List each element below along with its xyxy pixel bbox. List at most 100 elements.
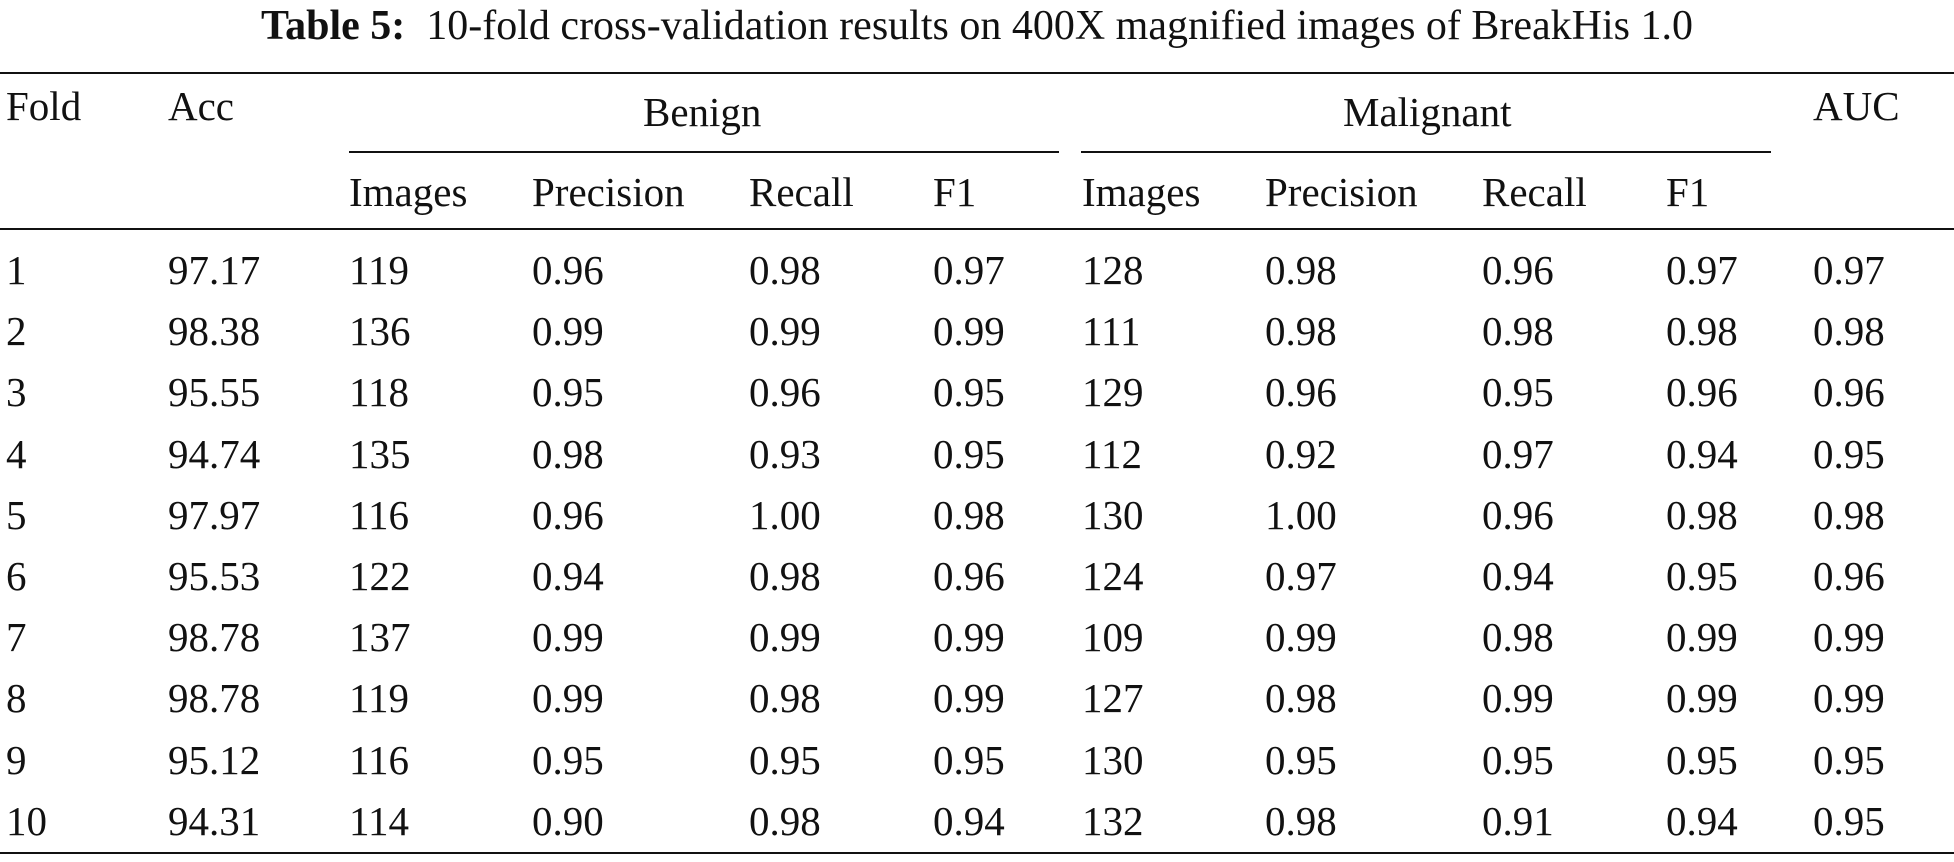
cell-benign-images: 119 [349,675,409,721]
cell-auc: 0.98 [1813,308,1885,354]
cell-malignant-images: 124 [1082,553,1144,599]
cell-fold: 10 [6,798,47,844]
cell-benign-f1: 0.94 [933,798,1005,844]
cell-fold: 9 [6,737,27,783]
cell-malignant-recall: 0.95 [1482,737,1554,783]
cell-benign-f1: 0.99 [933,614,1005,660]
cell-acc: 98.38 [168,308,261,354]
cell-malignant-f1: 0.97 [1666,247,1738,293]
table-caption-text: 10-fold cross-validation results on 400X… [426,3,1694,49]
cell-malignant-precision: 0.98 [1265,798,1337,844]
cell-benign-recall: 0.98 [749,675,821,721]
cell-auc: 0.96 [1813,369,1885,415]
table-caption: Table 5: 10-fold cross-validation result… [0,2,1954,50]
cell-malignant-recall: 0.99 [1482,675,1554,721]
cell-acc: 94.31 [168,798,261,844]
cell-auc: 0.95 [1813,431,1885,477]
cell-malignant-f1: 0.94 [1666,798,1738,844]
header-benign: Benign [643,89,762,135]
cell-benign-precision: 0.98 [532,431,604,477]
cell-auc: 0.96 [1813,553,1885,599]
cell-acc: 97.97 [168,492,261,538]
cell-acc: 94.74 [168,431,261,477]
cell-benign-recall: 0.99 [749,308,821,354]
cell-malignant-precision: 0.98 [1265,247,1337,293]
cell-malignant-images: 130 [1082,492,1144,538]
cell-auc: 0.95 [1813,798,1885,844]
cell-benign-f1: 0.99 [933,308,1005,354]
cell-fold: 1 [6,247,27,293]
cell-fold: 3 [6,369,27,415]
cell-malignant-precision: 0.98 [1265,675,1337,721]
cell-malignant-f1: 0.96 [1666,369,1738,415]
cell-malignant-recall: 0.96 [1482,247,1554,293]
cell-benign-precision: 0.95 [532,737,604,783]
cell-benign-images: 114 [349,798,409,844]
cell-benign-recall: 0.95 [749,737,821,783]
cell-benign-recall: 0.98 [749,247,821,293]
cell-malignant-recall: 0.98 [1482,614,1554,660]
cell-benign-precision: 0.90 [532,798,604,844]
cell-malignant-f1: 0.98 [1666,492,1738,538]
cell-benign-precision: 0.99 [532,308,604,354]
cell-malignant-images: 127 [1082,675,1144,721]
cell-malignant-precision: 0.97 [1265,553,1337,599]
header-fold: Fold [6,83,82,129]
cell-benign-recall: 0.93 [749,431,821,477]
cell-auc: 0.99 [1813,675,1885,721]
header-malignant: Malignant [1343,89,1512,135]
cell-malignant-images: 128 [1082,247,1144,293]
cell-acc: 95.55 [168,369,261,415]
cell-benign-f1: 0.98 [933,492,1005,538]
cell-malignant-images: 112 [1082,431,1142,477]
cell-benign-recall: 0.98 [749,553,821,599]
cell-fold: 2 [6,308,27,354]
cell-malignant-precision: 0.92 [1265,431,1337,477]
cell-benign-recall: 1.00 [749,492,821,538]
header-acc: Acc [168,83,235,129]
cell-malignant-f1: 0.95 [1666,553,1738,599]
cell-malignant-recall: 0.96 [1482,492,1554,538]
cell-benign-precision: 0.99 [532,614,604,660]
cell-benign-images: 135 [349,431,411,477]
cell-auc: 0.97 [1813,247,1885,293]
cell-benign-recall: 0.99 [749,614,821,660]
cell-auc: 0.95 [1813,737,1885,783]
cell-malignant-images: 111 [1082,308,1141,354]
cell-malignant-precision: 0.96 [1265,369,1337,415]
cell-malignant-images: 130 [1082,737,1144,783]
cell-malignant-f1: 0.98 [1666,308,1738,354]
cell-benign-recall: 0.98 [749,798,821,844]
table-caption-label: Table 5: [260,3,406,49]
cell-malignant-recall: 0.97 [1482,431,1554,477]
cell-benign-images: 116 [349,737,409,783]
cell-malignant-recall: 0.94 [1482,553,1554,599]
subheader-benign-recall: Recall [749,169,854,215]
cell-malignant-precision: 0.95 [1265,737,1337,783]
cell-benign-images: 122 [349,553,411,599]
cell-malignant-images: 109 [1082,614,1144,660]
cell-fold: 5 [6,492,27,538]
benign-group-rule [349,151,1059,153]
cell-malignant-recall: 0.91 [1482,798,1554,844]
cell-benign-f1: 0.99 [933,675,1005,721]
cell-benign-f1: 0.95 [933,369,1005,415]
cell-benign-precision: 0.96 [532,247,604,293]
cell-auc: 0.99 [1813,614,1885,660]
cell-benign-f1: 0.97 [933,247,1005,293]
cell-malignant-precision: 0.98 [1265,308,1337,354]
cell-fold: 7 [6,614,27,660]
cell-benign-images: 116 [349,492,409,538]
subheader-malignant-precision: Precision [1265,169,1418,215]
subheader-malignant-f1: F1 [1666,169,1710,215]
cell-malignant-f1: 0.95 [1666,737,1738,783]
cell-acc: 95.53 [168,553,261,599]
cell-benign-precision: 0.96 [532,492,604,538]
cell-malignant-recall: 0.98 [1482,308,1554,354]
cell-malignant-images: 129 [1082,369,1144,415]
cell-benign-f1: 0.95 [933,737,1005,783]
cell-acc: 98.78 [168,614,261,660]
cell-acc: 97.17 [168,247,261,293]
cell-benign-precision: 0.94 [532,553,604,599]
cell-fold: 6 [6,553,27,599]
